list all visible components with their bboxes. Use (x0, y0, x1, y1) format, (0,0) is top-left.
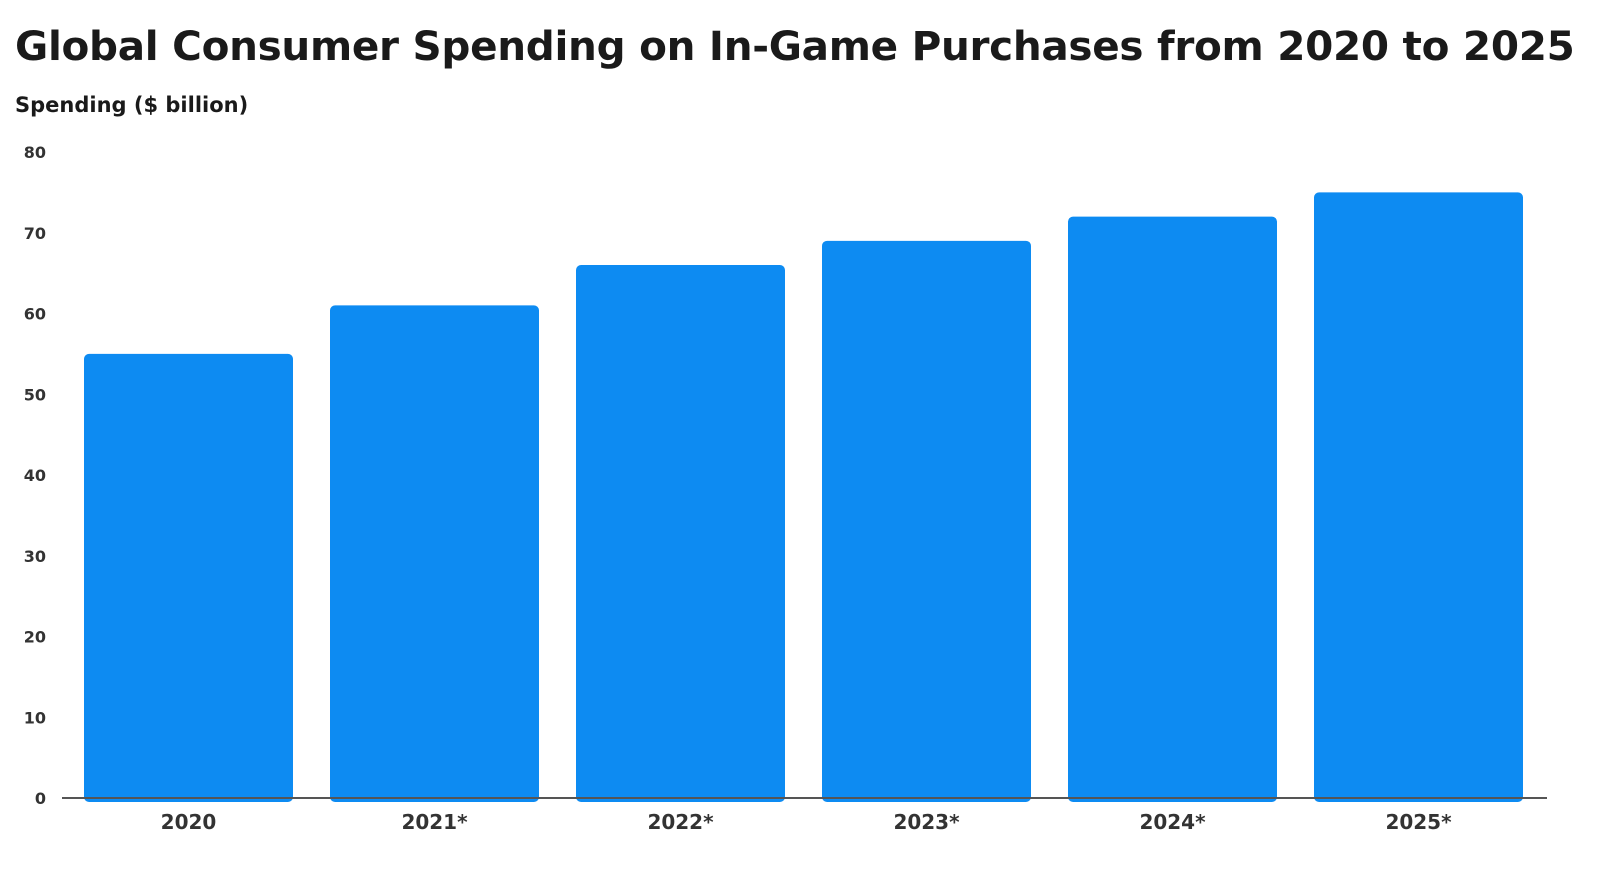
bar-2024 (1068, 216, 1277, 803)
y-tick-label: 60 (24, 305, 46, 324)
y-tick-label: 80 (24, 143, 46, 162)
bar-2020 (84, 353, 293, 802)
x-axis-labels: 2020 2021* 2022* 2023* 2024* 2025* (161, 810, 1452, 834)
chart-title: Global Consumer Spending on In-Game Purc… (15, 22, 1575, 70)
x-tick-label: 2023* (893, 810, 960, 834)
y-tick-label: 70 (24, 224, 46, 243)
y-tick-label: 40 (24, 466, 46, 485)
x-tick-label: 2025* (1385, 810, 1452, 834)
y-tick-label: 30 (24, 547, 46, 566)
y-axis-ticks: 0 10 20 30 40 50 60 70 80 (24, 143, 46, 808)
bar-2022 (576, 265, 785, 802)
y-tick-label: 0 (35, 789, 46, 808)
x-tick-label: 2020 (161, 810, 217, 834)
x-tick-label: 2022* (647, 810, 714, 834)
y-tick-label: 20 (24, 628, 46, 647)
bar-2025 (1314, 192, 1523, 802)
x-tick-label: 2021* (401, 810, 468, 834)
y-tick-label: 50 (24, 385, 46, 404)
bar-2021 (330, 305, 539, 802)
x-tick-label: 2024* (1139, 810, 1206, 834)
y-tick-label: 10 (24, 708, 46, 727)
y-axis-label: Spending ($ billion) (15, 93, 249, 117)
bars (84, 192, 1523, 803)
bar-2023 (822, 240, 1031, 802)
